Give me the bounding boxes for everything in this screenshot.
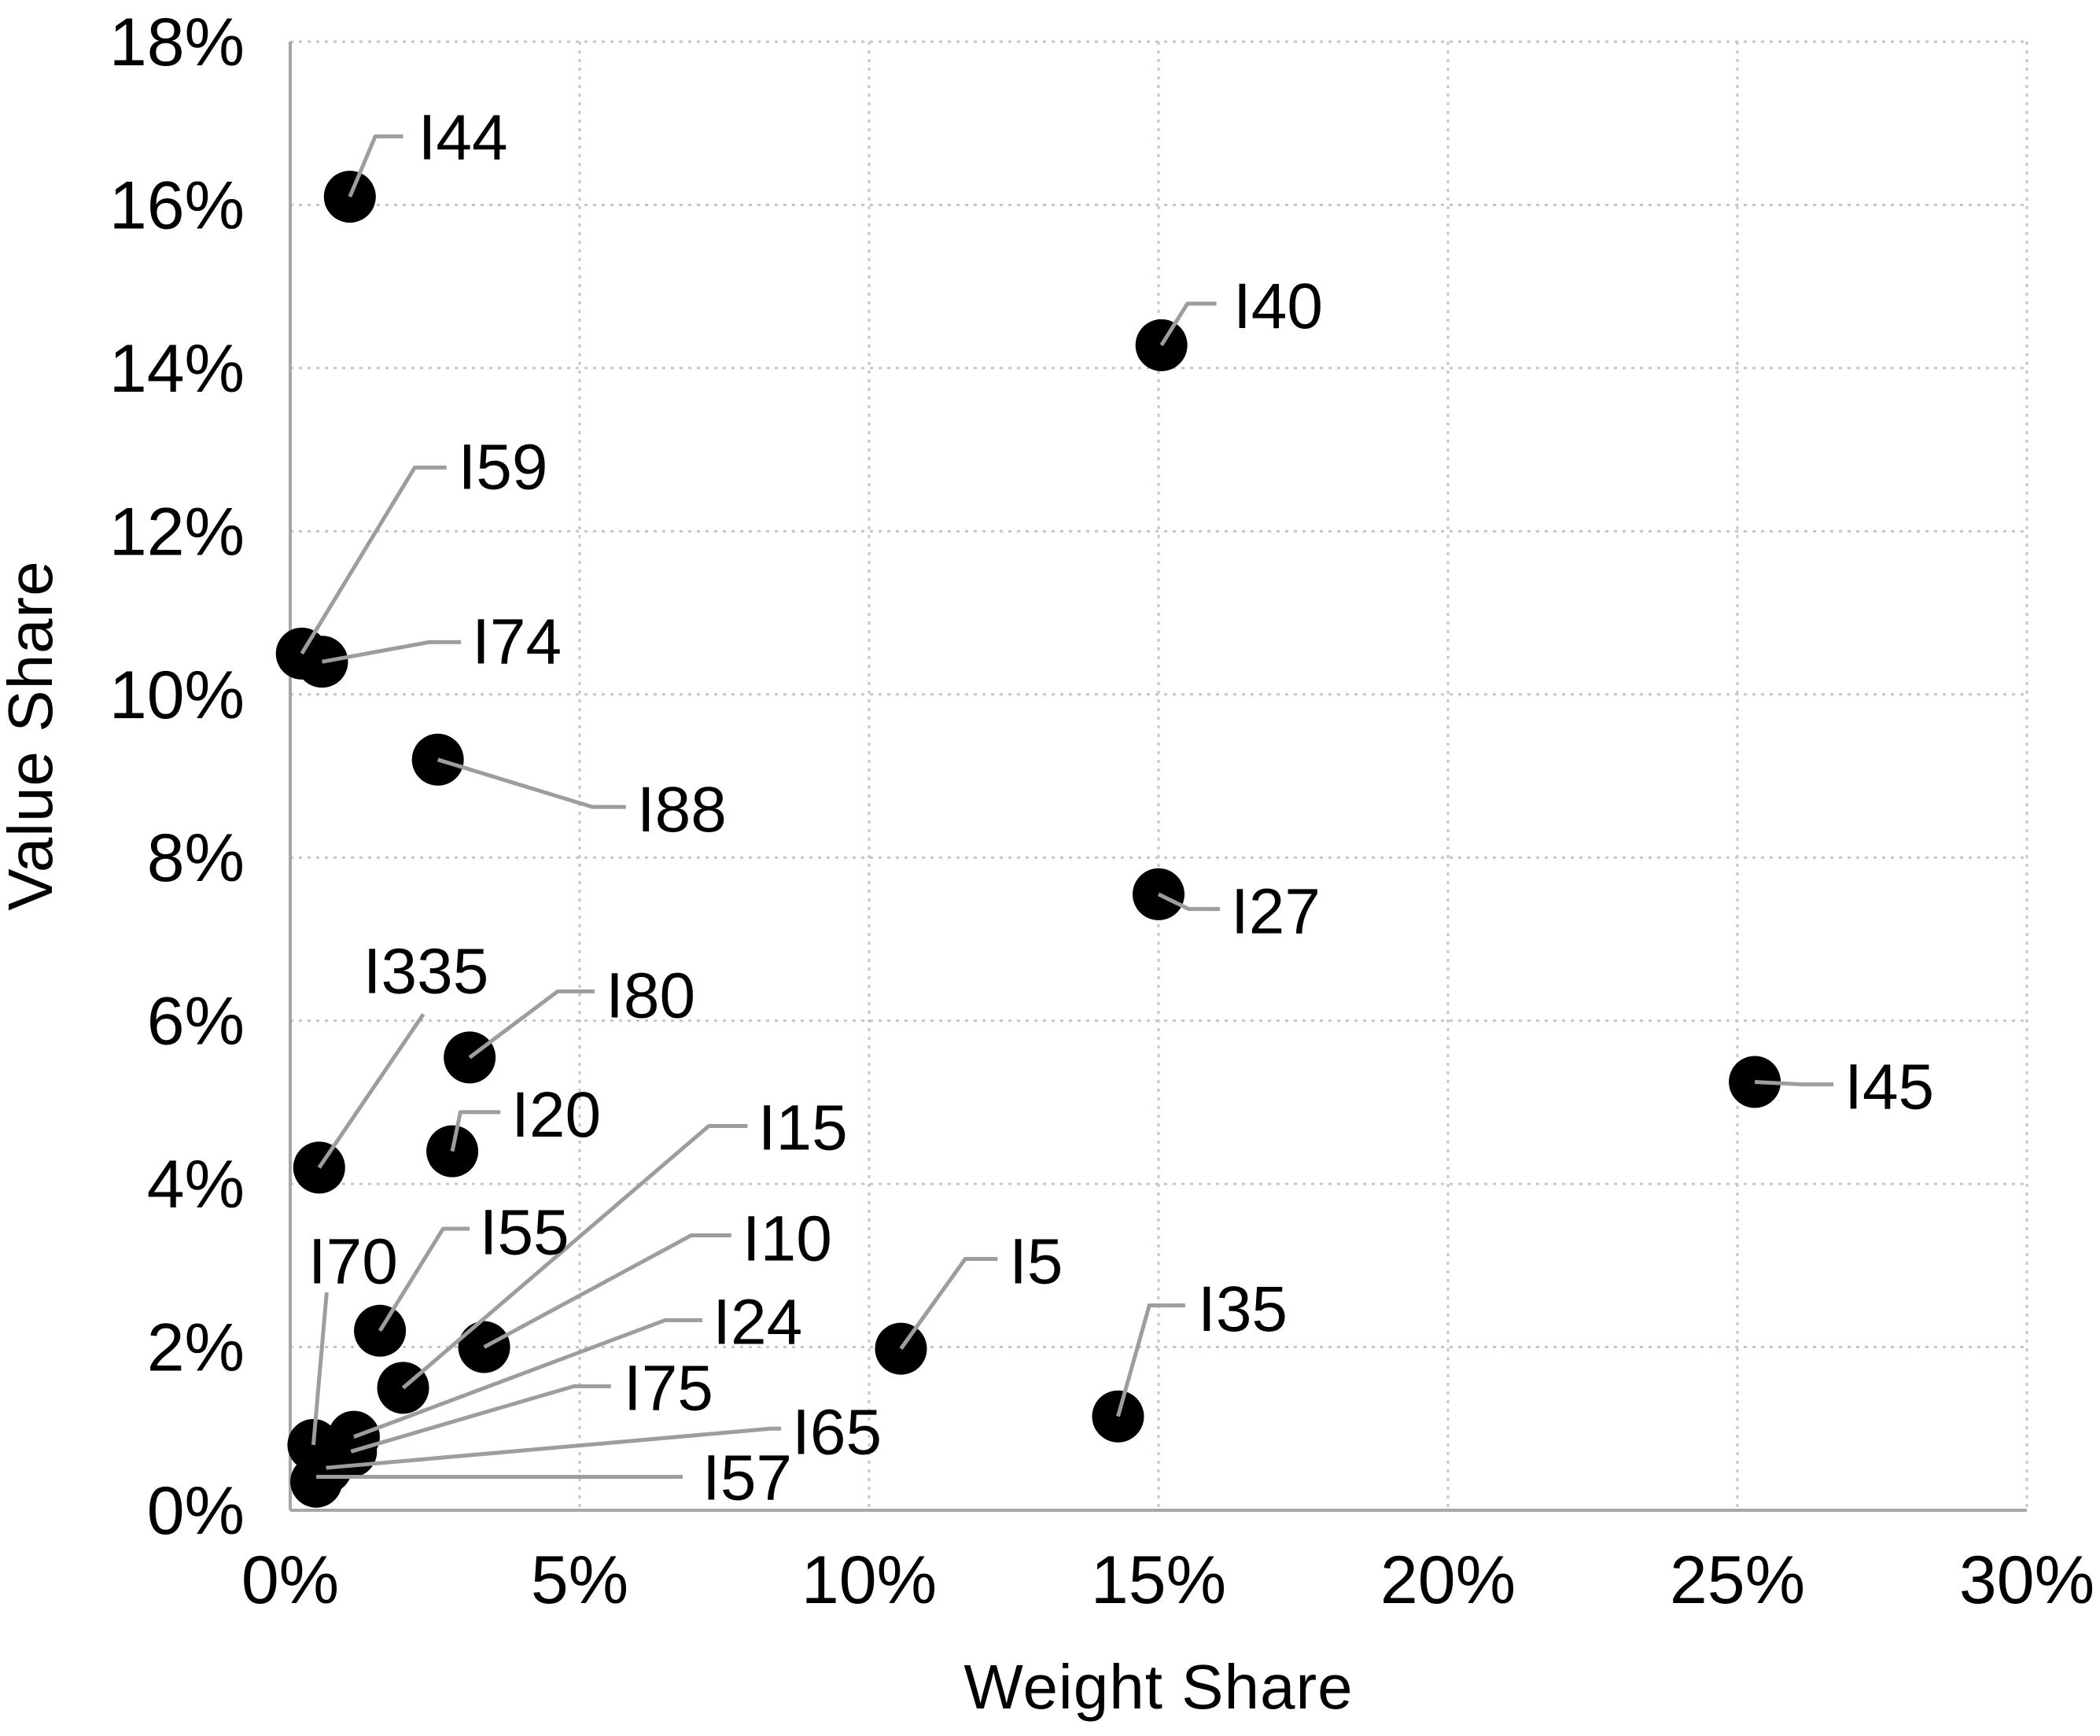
- leader-line: [1754, 1079, 1834, 1087]
- leader-line: [1157, 892, 1221, 912]
- y-tick-label: 12%: [109, 494, 245, 569]
- point-label: I5: [1009, 1226, 1063, 1298]
- y-tick-label: 0%: [147, 1473, 245, 1549]
- point-label: I88: [637, 774, 727, 846]
- y-tick-label: 10%: [109, 658, 245, 733]
- leader-line: [348, 134, 403, 198]
- y-tick-label: 4%: [147, 1147, 245, 1222]
- point-label: I35: [1198, 1273, 1288, 1345]
- leader-line: [322, 639, 462, 664]
- gridlines: [290, 40, 2028, 1510]
- x-tick-label: 25%: [1670, 1542, 1805, 1618]
- x-axis-title: Weight Share: [963, 1652, 1353, 1722]
- point-label: I65: [792, 1396, 882, 1468]
- leader-lines: [300, 134, 1834, 1479]
- data-points: [275, 171, 1781, 1508]
- point-label: I15: [758, 1093, 848, 1164]
- x-tick-label: 0%: [241, 1542, 339, 1618]
- axis-tick-labels: 0% 5% 10% 15% 20% 25% 30% 0% 2% 4% 6% 8% 10% 12% 14% 16…: [109, 5, 2094, 1618]
- leader-line: [401, 1123, 748, 1390]
- leader-line: [311, 1292, 329, 1446]
- leader-line: [317, 1012, 426, 1169]
- leader-line: [300, 465, 447, 655]
- point-label: I74: [472, 606, 562, 677]
- point-label: I70: [308, 1226, 398, 1298]
- y-tick-label: 6%: [147, 984, 245, 1060]
- x-tick-label: 15%: [1091, 1542, 1226, 1618]
- point-label: I10: [742, 1203, 832, 1275]
- x-tick-label: 5%: [531, 1542, 628, 1618]
- leader-line: [1116, 1303, 1185, 1417]
- axis-lines: [289, 42, 2027, 1512]
- leader-line: [437, 757, 626, 809]
- leader-line: [1159, 301, 1217, 347]
- y-tick-label: 2%: [147, 1310, 245, 1386]
- y-tick-label: 16%: [109, 168, 245, 243]
- point-label: I335: [363, 935, 489, 1007]
- y-tick-label: 8%: [147, 820, 245, 896]
- leader-line: [326, 1426, 782, 1470]
- point-label: I57: [702, 1442, 792, 1513]
- point-label: I80: [606, 960, 695, 1031]
- point-label: I75: [624, 1352, 713, 1424]
- y-tick-label: 14%: [109, 331, 245, 407]
- point-label: I45: [1844, 1052, 1934, 1123]
- point-label: I24: [713, 1286, 802, 1358]
- x-tick-label: 30%: [1959, 1542, 2094, 1618]
- point-label: I20: [511, 1079, 601, 1151]
- data-point: [290, 1455, 343, 1508]
- point-label: I44: [418, 101, 508, 173]
- point-label: I55: [480, 1196, 569, 1268]
- point-labels: I44 I40 I59 I74 I88 I27 I45 I80 I335 I20 I55 I15 I10…: [308, 101, 1934, 1513]
- data-point: [354, 1304, 407, 1357]
- leader-line: [468, 989, 595, 1060]
- leader-line: [899, 1257, 998, 1351]
- point-label: I27: [1231, 876, 1321, 948]
- leader-line: [378, 1226, 470, 1332]
- leader-line: [353, 1318, 703, 1439]
- y-tick-label: 18%: [109, 5, 245, 80]
- x-tick-label: 20%: [1380, 1542, 1516, 1618]
- leader-line: [450, 1110, 501, 1152]
- x-tick-label: 10%: [801, 1542, 937, 1618]
- leader-line: [350, 1384, 611, 1454]
- y-axis-title: Value Share: [0, 560, 65, 910]
- point-label: I40: [1233, 271, 1323, 342]
- point-label: I59: [458, 431, 547, 503]
- leader-line: [483, 1233, 731, 1349]
